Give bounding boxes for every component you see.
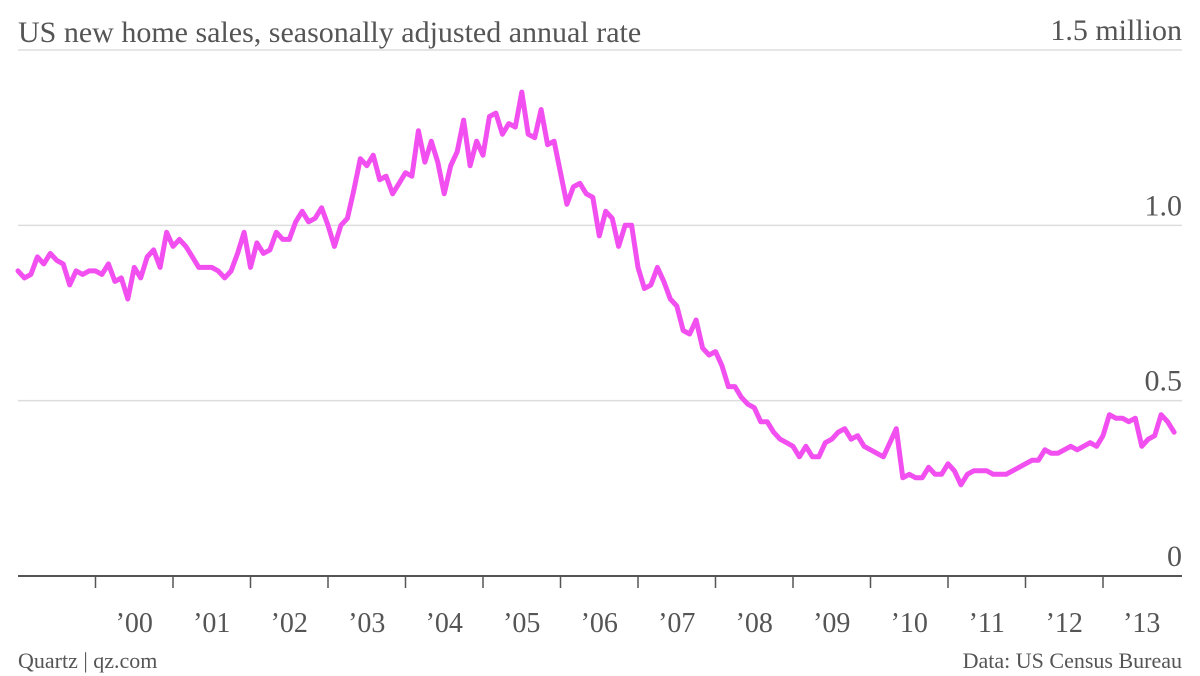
credit: Quartz | qz.com	[18, 648, 157, 673]
y-tick-label: 0	[1167, 540, 1182, 573]
x-tick-label: ’04	[426, 608, 463, 639]
x-tick-label: ’09	[813, 608, 850, 639]
x-tick-label: ’10	[891, 608, 928, 639]
x-tick-label: ’11	[969, 608, 1005, 639]
x-tick-label: ’06	[581, 608, 618, 639]
x-tick-label: ’13	[1123, 608, 1160, 639]
chart-title: US new home sales, seasonally adjusted a…	[18, 16, 641, 49]
x-tick-label: ’07	[658, 608, 695, 639]
x-tick-label: ’05	[503, 608, 540, 639]
source: Data: US Census Bureau	[963, 648, 1182, 673]
y-tick-label: 0.5	[1145, 365, 1183, 398]
x-tick-label: ’03	[348, 608, 385, 639]
y-tick-label: 1.5 million	[1050, 14, 1182, 47]
y-tick-label: 1.0	[1145, 189, 1183, 222]
x-tick-label: ’12	[1046, 608, 1083, 639]
x-tick-label: ’00	[116, 608, 153, 639]
x-tick-label: ’02	[271, 608, 308, 639]
line	[15, 89, 1177, 488]
x-tick-label: ’08	[736, 608, 773, 639]
x-tick-label: ’01	[193, 608, 230, 639]
